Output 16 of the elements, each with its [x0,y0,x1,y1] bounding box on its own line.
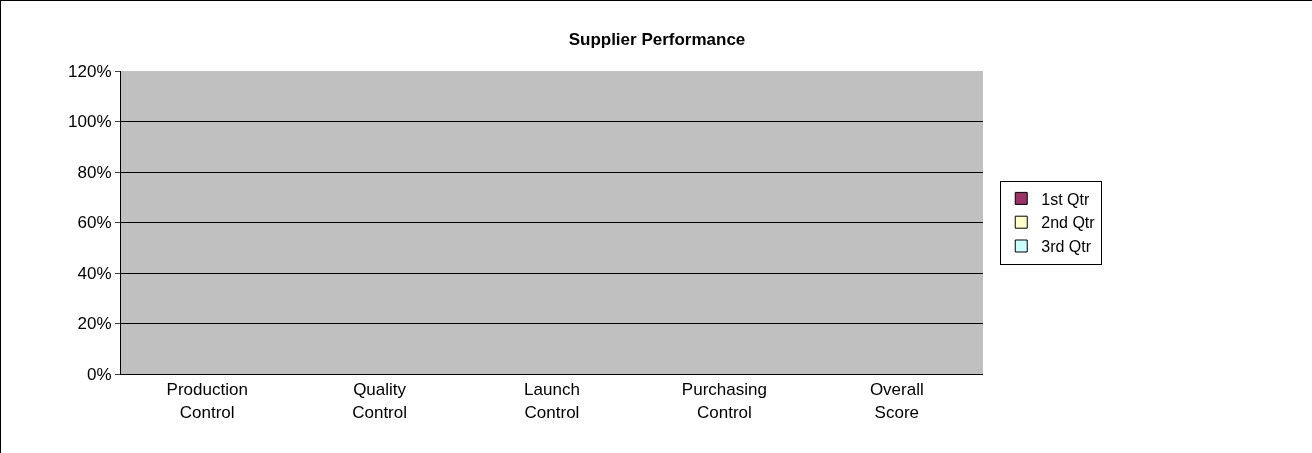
y-tick-label: 120% [68,61,112,81]
y-tick-label: 100% [68,112,112,132]
y-tick-label: 20% [77,314,112,334]
x-tick-label: Launch Control [524,380,580,422]
y-tick-label: 60% [77,213,112,233]
chart-title: Supplier Performance [568,29,746,49]
y-tick-label: 80% [77,162,112,182]
x-tick-label: Quality Control [352,380,408,422]
legend-label: 2nd Qtr [1041,214,1096,232]
y-tick-label: 0% [87,364,112,384]
x-tick-label: Overall Score [869,380,924,422]
x-tick-label: Production Control [166,380,248,422]
legend-label: 1st Qtr [1041,190,1090,208]
legend-label: 3rd Qtr [1041,238,1092,256]
y-tick-label: 40% [77,263,112,283]
x-tick-label: Purchasing Control [681,380,767,422]
